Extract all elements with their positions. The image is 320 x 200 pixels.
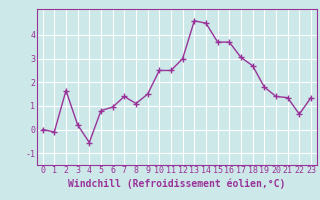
X-axis label: Windchill (Refroidissement éolien,°C): Windchill (Refroidissement éolien,°C) [68,178,285,189]
